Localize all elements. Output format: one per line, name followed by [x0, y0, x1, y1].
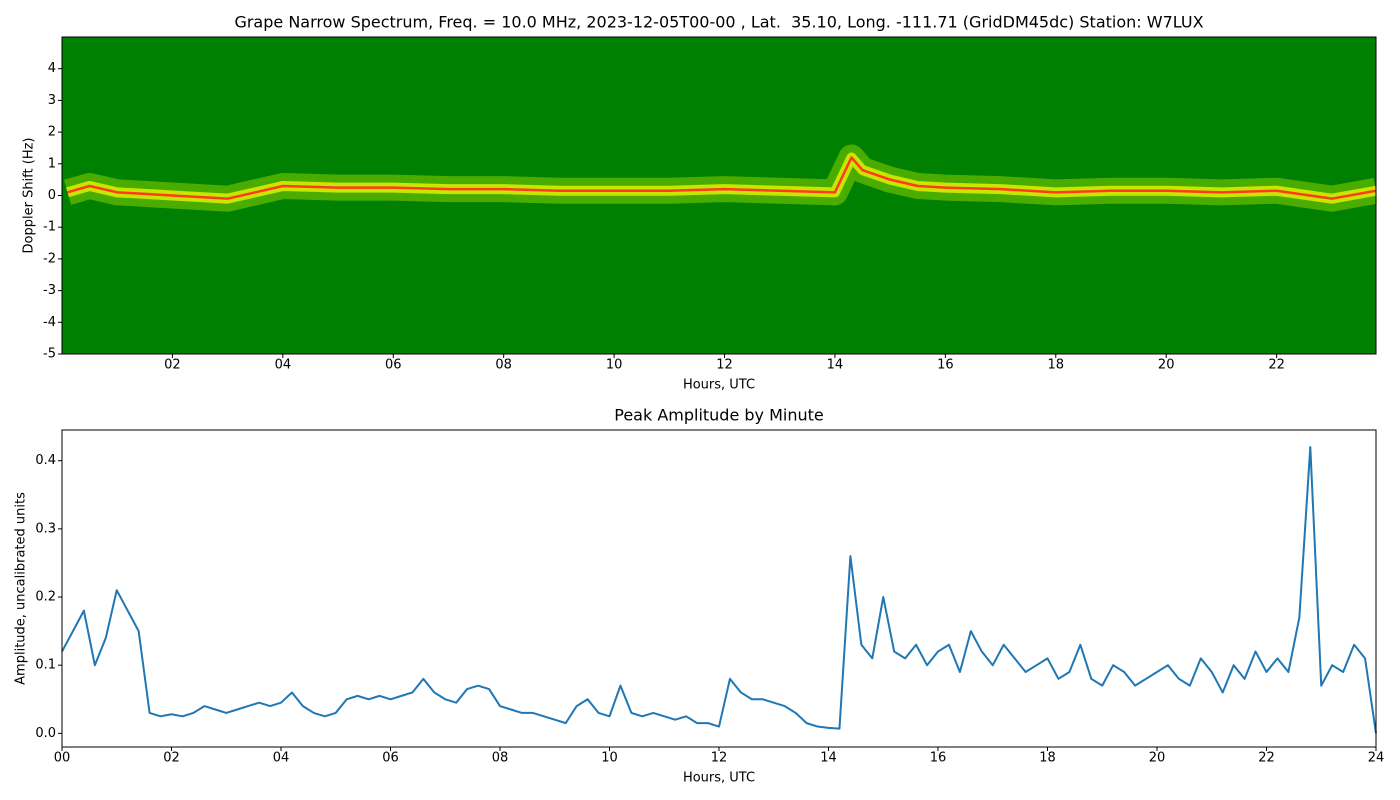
y-axis-label: Doppler Shift (Hz) — [22, 138, 37, 254]
y-tick-label: 2 — [48, 125, 56, 140]
x-tick-label: 18 — [1039, 751, 1056, 766]
x-tick-label: 22 — [1268, 358, 1285, 373]
y-tick-label: 1 — [48, 156, 56, 171]
x-tick-label: 12 — [716, 358, 733, 373]
doppler-trace — [67, 156, 1377, 200]
x-tick-label: 10 — [606, 358, 623, 373]
y-tick-label: -1 — [43, 220, 56, 235]
x-tick-label: 00 — [54, 751, 71, 766]
y-tick-label: -2 — [43, 251, 56, 266]
x-tick-label: 08 — [495, 358, 512, 373]
x-tick-label: 14 — [827, 358, 844, 373]
chart-title: Grape Narrow Spectrum, Freq. = 10.0 MHz,… — [234, 13, 1203, 32]
x-tick-label: 04 — [275, 358, 292, 373]
plot-frame — [61, 36, 1377, 355]
x-tick-label: 04 — [273, 751, 290, 766]
y-tick-label: -5 — [43, 347, 56, 362]
x-tick-label: 18 — [1048, 358, 1065, 373]
x-tick-label: 16 — [930, 751, 947, 766]
y-tick-label: 4 — [48, 61, 56, 76]
x-tick-label: 06 — [382, 751, 399, 766]
y-tick-label: 3 — [48, 93, 56, 108]
x-tick-label: 12 — [711, 751, 728, 766]
x-tick-label: 14 — [820, 751, 837, 766]
y-tick-label: 0.2 — [35, 590, 56, 605]
x-tick-label: 20 — [1149, 751, 1166, 766]
y-tick-label: 0.0 — [35, 726, 56, 741]
x-tick-label: 20 — [1158, 358, 1175, 373]
line — [61, 446, 1377, 734]
x-tick-label: 24 — [1368, 751, 1385, 766]
x-tick-label: 06 — [385, 358, 402, 373]
plot-frame — [61, 429, 1377, 748]
x-axis-label: Hours, UTC — [683, 771, 755, 786]
y-tick-label: -4 — [43, 315, 56, 330]
y-tick-label: -3 — [43, 283, 56, 298]
y-tick-label: 0 — [48, 188, 56, 203]
x-axis-label: Hours, UTC — [683, 378, 755, 393]
x-tick-label: 10 — [601, 751, 618, 766]
x-tick-label: 08 — [492, 751, 509, 766]
y-tick-label: 0.4 — [35, 453, 56, 468]
x-tick-label: 16 — [937, 358, 954, 373]
y-axis-label: Amplitude, uncalibrated units — [14, 492, 29, 685]
x-tick-label: 02 — [163, 751, 180, 766]
chart-title: Peak Amplitude by Minute — [614, 406, 824, 425]
y-tick-label: 0.3 — [35, 521, 56, 536]
x-tick-label: 22 — [1258, 751, 1275, 766]
x-tick-label: 02 — [164, 358, 181, 373]
y-tick-label: 0.1 — [35, 658, 56, 673]
